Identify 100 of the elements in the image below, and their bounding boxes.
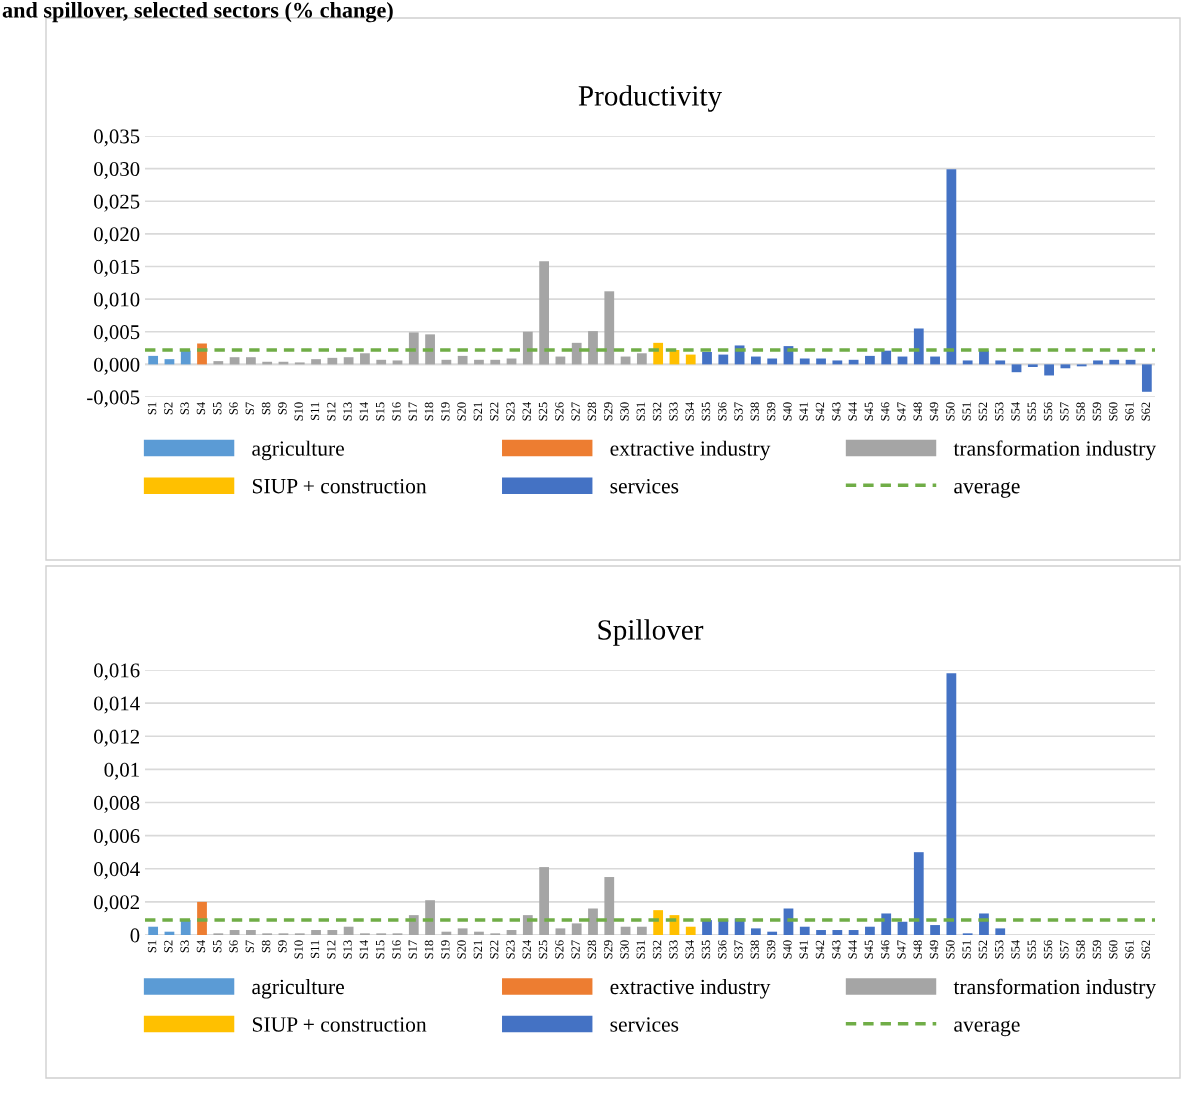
bar: [229, 357, 240, 365]
bar: [1011, 364, 1022, 373]
x-tick-label: S49: [929, 402, 939, 421]
x-tick-label: S12: [327, 940, 336, 959]
x-tick-label: S58: [1076, 940, 1085, 959]
bar: [767, 931, 778, 935]
bar: [180, 350, 191, 365]
x-tick-label: S4: [196, 402, 206, 415]
x-tick-label: S28: [587, 402, 597, 421]
x-tick-label: S62: [1141, 940, 1150, 959]
bar: [995, 928, 1006, 935]
x-tick-label: S44: [848, 402, 857, 421]
x-tick-label: S15: [375, 940, 385, 959]
x-tick-label: S7: [245, 402, 255, 415]
y-tick-label: 0,002: [94, 895, 139, 913]
x-tick-label: S50: [946, 940, 955, 959]
y-tick-label: 0,004: [94, 862, 140, 880]
y-tick-label: 0,014: [94, 696, 140, 714]
x-tick-label: S9: [278, 940, 287, 953]
bar: [930, 925, 940, 935]
bar: [246, 930, 256, 935]
legend-label: average: [954, 1020, 1020, 1037]
x-tick-label: S21: [473, 402, 483, 421]
x-tick-label: S29: [604, 402, 613, 421]
x-tick-label: S5: [213, 940, 222, 953]
bar: [881, 350, 892, 365]
x-tick-label: S20: [457, 940, 466, 959]
x-tick-label: S32: [652, 402, 662, 421]
bar: [685, 926, 696, 935]
bar: [946, 169, 957, 365]
bar: [913, 328, 924, 365]
x-tick-label: S46: [880, 940, 890, 959]
bar: [343, 926, 354, 935]
x-tick-label: S38: [750, 940, 760, 959]
bar: [506, 930, 517, 935]
x-tick-label: S59: [1092, 940, 1102, 959]
x-tick-label: S24: [522, 940, 531, 959]
x-tick-label: S55: [1027, 940, 1036, 959]
x-tick-label: S3: [180, 402, 189, 415]
chart-title: Productivity: [578, 85, 722, 112]
x-tick-label: S36: [718, 402, 727, 421]
legend-label: agriculture: [252, 440, 344, 461]
bar: [865, 926, 875, 935]
x-tick-label: S56: [1043, 940, 1053, 959]
x-tick-label: S58: [1076, 402, 1085, 421]
x-tick-label: S22: [489, 402, 499, 421]
x-tick-label: S62: [1141, 402, 1150, 421]
bar: [148, 926, 159, 935]
bar: [930, 356, 940, 365]
x-tick-label: S2: [164, 940, 173, 953]
x-tick-label: S61: [1125, 402, 1134, 421]
legend-label: SIUP + construction: [252, 478, 427, 494]
x-tick-label: S26: [555, 940, 564, 959]
bar: [522, 331, 533, 365]
bar: [360, 353, 370, 365]
bar: [702, 351, 712, 365]
x-tick-label: S57: [1060, 940, 1069, 959]
x-tick-label: S40: [783, 402, 792, 421]
x-tick-label: S22: [489, 940, 499, 959]
bar: [1141, 364, 1152, 392]
x-tick-label: S34: [685, 940, 694, 959]
bar: [588, 908, 598, 935]
y-tick-label: 0,020: [94, 227, 140, 245]
bar: [311, 930, 321, 935]
x-tick-label: S54: [1011, 940, 1020, 959]
x-tick-label: S31: [636, 402, 645, 421]
x-tick-label: S11: [310, 940, 320, 959]
bar: [229, 930, 240, 935]
bar: [685, 354, 696, 365]
bar: [474, 931, 484, 935]
bar: [246, 357, 256, 365]
x-tick-label: S42: [815, 940, 825, 959]
bar: [408, 332, 419, 365]
y-tick-label: 0,010: [94, 292, 140, 310]
bar: [392, 360, 403, 365]
bar: [148, 355, 159, 365]
x-tick-label: S23: [506, 940, 515, 959]
bar: [865, 355, 875, 365]
x-tick-label: S14: [359, 940, 369, 959]
bar: [213, 361, 224, 365]
x-tick-label: S46: [880, 402, 890, 421]
bar: [816, 930, 826, 935]
x-tick-label: S25: [538, 940, 548, 959]
bar: [848, 930, 859, 935]
x-tick-label: S24: [522, 402, 531, 421]
bar: [1060, 364, 1071, 369]
x-tick-label: S35: [701, 940, 711, 959]
x-tick-label: S57: [1060, 402, 1069, 421]
bar: [457, 928, 468, 935]
x-tick-label: S54: [1011, 402, 1020, 421]
x-tick-label: S27: [571, 402, 580, 421]
y-tick-label: 0,015: [94, 259, 140, 277]
x-tick-label: S8: [261, 940, 271, 953]
x-tick-label: S59: [1092, 402, 1102, 421]
x-tick-label: S45: [864, 402, 874, 421]
x-tick-label: S53: [994, 402, 1004, 421]
bar: [946, 673, 957, 935]
legend-label: services: [610, 1017, 679, 1032]
bar: [327, 357, 338, 365]
x-tick-label: S20: [457, 402, 466, 421]
